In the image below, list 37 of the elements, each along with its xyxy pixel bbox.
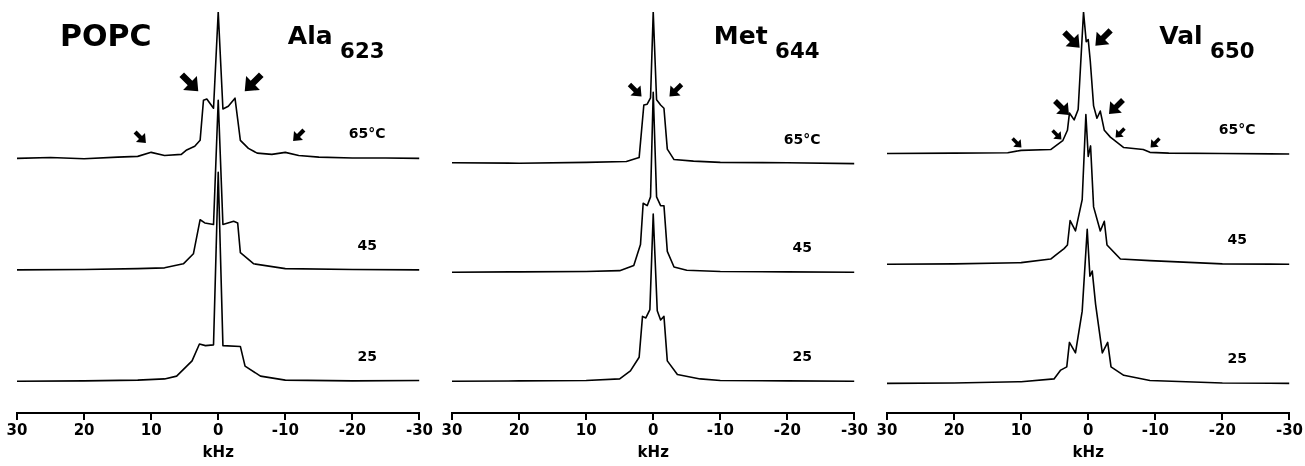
x-tick-label: 10: [575, 420, 597, 439]
series-label: 25: [357, 347, 377, 364]
x-tick-label: 10: [140, 420, 162, 439]
series-label: 25: [792, 348, 812, 365]
x-tick-label: 0: [648, 420, 659, 439]
x-tick-label: -20: [1208, 420, 1236, 439]
x-tick-label: 30: [441, 420, 463, 439]
x-tick-label: 30: [876, 420, 898, 439]
series-label: 45: [357, 236, 377, 253]
x-tick-label: 0: [1083, 420, 1094, 439]
x-tick-label: 20: [943, 420, 965, 439]
x-tick-label: 20: [73, 420, 95, 439]
text: Ala623: [287, 21, 385, 63]
text: Met644: [713, 21, 820, 63]
series-label: 25: [1227, 350, 1247, 367]
series-label: 45: [1227, 231, 1247, 248]
x-axis-title: kHz: [1072, 442, 1105, 461]
x-tick-label: -10: [271, 420, 299, 439]
annotation: POPC: [60, 18, 152, 53]
series-label: 65°C: [348, 125, 386, 142]
series-label: 65°C: [1218, 120, 1256, 137]
text: Val650: [1159, 21, 1255, 63]
x-tick-label: 20: [508, 420, 530, 439]
x-axis-title: kHz: [202, 442, 235, 461]
x-tick-label: -10: [1141, 420, 1169, 439]
x-tick-label: -30: [1275, 420, 1303, 439]
series-label: 65°C: [783, 130, 821, 147]
x-tick-label: -20: [338, 420, 366, 439]
x-tick-label: -30: [405, 420, 433, 439]
x-tick-label: 30: [6, 420, 28, 439]
x-tick-label: 10: [1010, 420, 1032, 439]
x-tick-label: 0: [213, 420, 224, 439]
x-tick-label: -10: [706, 420, 734, 439]
x-tick-label: -30: [840, 420, 868, 439]
x-axis-title: kHz: [637, 442, 670, 461]
series-label: 45: [792, 239, 812, 256]
x-tick-label: -20: [773, 420, 801, 439]
